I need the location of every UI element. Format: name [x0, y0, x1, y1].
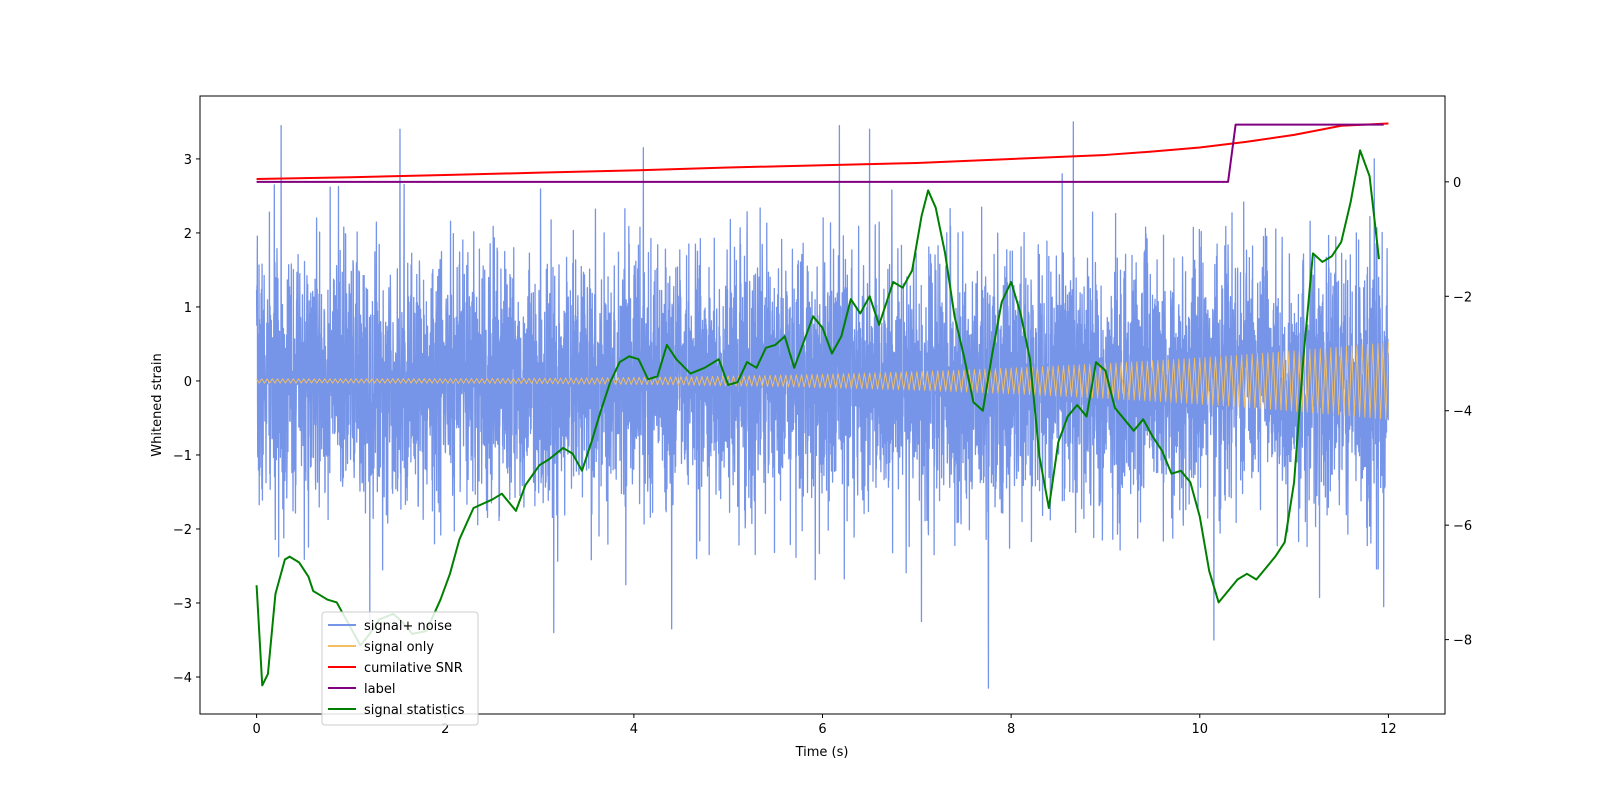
- x-axis-label: Time (s): [795, 745, 849, 760]
- x-tick-label: 0: [252, 722, 260, 737]
- y-tick-label: 3: [184, 153, 192, 168]
- y-tick-label: 1: [184, 301, 192, 316]
- y-tick-label: −3: [173, 597, 192, 612]
- legend-label-signal-noise: signal+ noise: [364, 619, 452, 634]
- y2-tick-label: −8: [1453, 634, 1472, 649]
- y2-tick-label: −2: [1453, 290, 1472, 305]
- y-tick-label: −1: [173, 449, 192, 464]
- x-tick-label: 12: [1380, 722, 1397, 737]
- x-tick-label: 10: [1191, 722, 1208, 737]
- y2-tick-label: −6: [1453, 519, 1472, 534]
- y-axis-label: Whitened strain: [150, 353, 165, 456]
- legend-label-label: label: [364, 682, 395, 697]
- y-tick-label: 2: [184, 227, 192, 242]
- legend-label-signal-only: signal only: [364, 640, 434, 655]
- y-tick-label: −4: [173, 671, 192, 686]
- x-tick-label: 4: [630, 722, 638, 737]
- legend-label-cumilative-snr: cumilative SNR: [364, 661, 463, 676]
- y2-tick-label: −4: [1453, 405, 1472, 420]
- series-line-signal-noise: [255, 121, 1390, 689]
- legend-label-signal-statistics: signal statistics: [364, 703, 465, 718]
- series-layer: [255, 121, 1390, 689]
- y-tick-label: 0: [184, 375, 192, 390]
- y2-tick-label: 0: [1453, 176, 1461, 191]
- legend-box: [321, 611, 479, 726]
- legend: signal+ noise signal only cumilative SNR la…: [321, 611, 479, 726]
- series-line-cumilative-snr: [256, 122, 1389, 180]
- x-tick-label: 6: [818, 722, 826, 737]
- y-tick-label: −2: [173, 523, 192, 538]
- series-line-signal-only: [256, 342, 1389, 420]
- y-axis-ticks-right: −8 −6 −4 −2 0: [1445, 176, 1472, 649]
- x-tick-label: 2: [441, 722, 449, 737]
- y-axis-ticks-left: −4 −3 −2 −1 0 1 2 3: [173, 153, 200, 686]
- series-line-label: [256, 123, 1384, 183]
- x-tick-label: 8: [1007, 722, 1015, 737]
